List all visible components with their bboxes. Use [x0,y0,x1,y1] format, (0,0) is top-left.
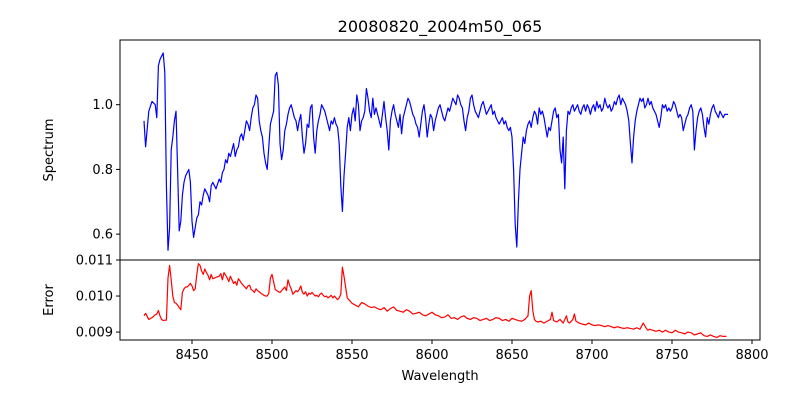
error-axes-frame [119,259,761,341]
x-tick-label: 8500 [255,348,288,363]
error-y-tick-label: 0.010 [76,290,113,305]
spectrum-y-tick-label: 0.6 [92,228,113,243]
error-y-axis-label: Error [42,284,57,316]
x-tick-label: 8700 [575,348,608,363]
x-tick-label: 8800 [735,348,768,363]
error-series-line [143,263,727,339]
error-panel: 0.009 0.010 0.011 Error [42,254,761,341]
spectrum-series-line [143,52,728,251]
spectrum-y-tick-label: 0.8 [92,163,113,178]
error-y-tick-label: 0.009 [76,326,113,341]
spectrum-y-tick-label: 1.0 [92,98,113,113]
x-tick-label: 8600 [415,348,448,363]
spectrum-y-ticks: 0.6 0.8 1.0 [92,98,120,243]
chart-title: 20080820_2004m50_065 [338,17,543,37]
spectrum-y-axis-label: Spectrum [42,119,57,182]
x-tick-label: 8450 [175,348,208,363]
x-tick-label: 8750 [655,348,688,363]
x-tick-label: 8650 [495,348,528,363]
x-axis-ticks: 8450 8500 8550 8600 8650 8700 8750 8800 [175,340,769,363]
x-tick-label: 8550 [335,348,368,363]
error-y-ticks: 0.009 0.010 0.011 [76,254,120,341]
error-y-tick-label: 0.011 [76,254,113,269]
x-axis-label: Wavelength [401,369,478,384]
